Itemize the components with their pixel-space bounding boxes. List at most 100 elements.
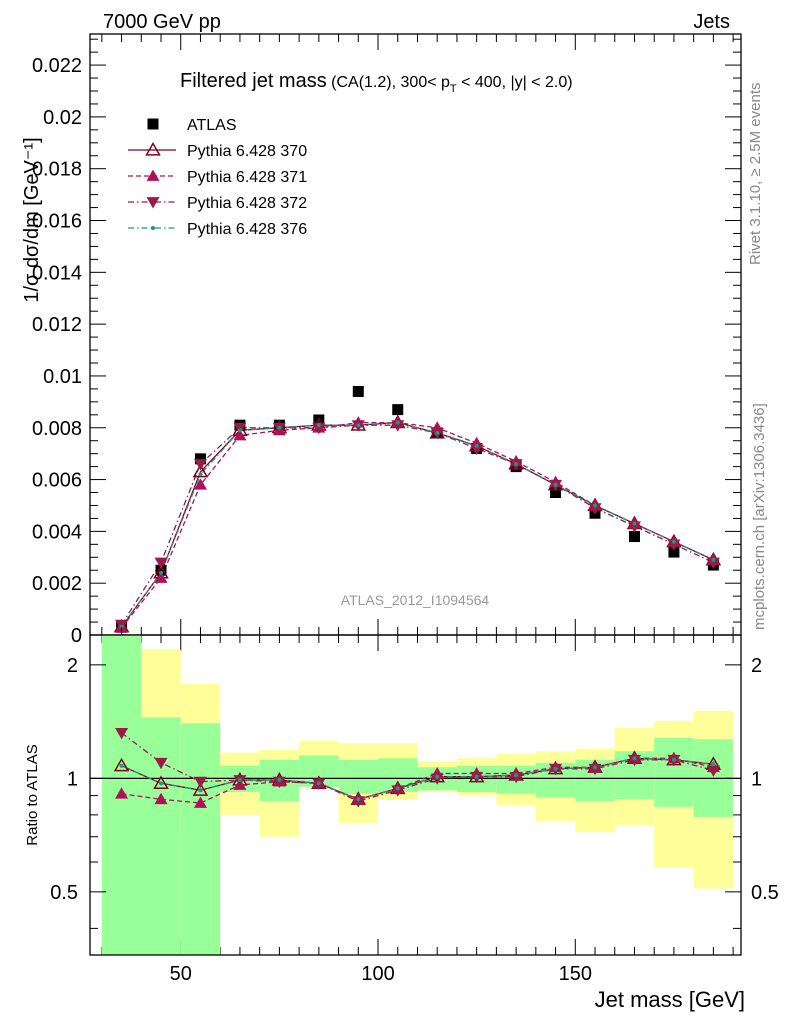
legend: ATLAS Pythia 6.428 370 Pythia 6.428 371 Pyt… — [128, 117, 307, 238]
main-series-line — [121, 421, 714, 628]
ratio-series-point — [237, 777, 242, 782]
main-series-point — [628, 531, 640, 543]
main-series-point — [706, 557, 720, 569]
y-tick-label: 0.012 — [32, 314, 82, 336]
rivet-label: Rivet 3.1.10, ≥ 2.5M events — [747, 83, 764, 266]
y-tick-label: 0.01 — [43, 366, 82, 388]
y-tick-label: 0.02 — [43, 107, 82, 129]
x-tick-label: 100 — [361, 963, 394, 985]
main-series-point — [435, 430, 440, 435]
main-series-line — [121, 424, 714, 625]
ratio-series-point — [154, 757, 168, 770]
y-tick-label: 0.002 — [32, 573, 82, 595]
main-series-point — [514, 462, 519, 467]
ratio-series-point — [706, 765, 720, 777]
ratio-series-markers — [113, 728, 722, 808]
chart-title-main: Filtered jet mass — [180, 70, 327, 92]
main-series-point — [391, 420, 405, 432]
ratio-series-point — [193, 776, 207, 789]
main-series-point — [159, 570, 164, 575]
ratio-y-tick-label: 0.5 — [50, 882, 78, 904]
y-tick-label: 0.022 — [32, 55, 82, 77]
main-series-point — [593, 503, 598, 508]
legend-label: Pythia 6.428 376 — [187, 221, 307, 238]
ratio-series-point — [316, 781, 321, 786]
ratio-uncertainty-bands — [90, 635, 741, 955]
ratio-series-point — [351, 796, 365, 808]
ratio-series-point — [711, 762, 716, 767]
ratio-series-point — [153, 775, 169, 789]
legend-marker — [146, 197, 160, 209]
main-series-point — [193, 459, 207, 471]
ratio-series-point — [435, 774, 440, 779]
legend-label: Pythia 6.428 371 — [187, 169, 307, 186]
ratio-series-point — [391, 785, 405, 797]
ratio-series-point — [553, 766, 558, 771]
ratio-series-point — [113, 757, 130, 772]
main-y-axis-label: 1/σ dσ/dm [GeV⁻¹] — [21, 137, 43, 302]
main-series-markers — [113, 385, 722, 633]
main-series-point — [155, 564, 167, 576]
legend-marker — [151, 226, 155, 230]
main-series-point — [316, 423, 321, 428]
y-tick-label: 0.016 — [32, 211, 82, 233]
x-axis-label: Jet mass [GeV] — [595, 987, 745, 1012]
main-series-lines — [121, 421, 714, 629]
ratio-y-tick-label-right: 0.5 — [751, 882, 779, 904]
ratio-y-tick-label-right: 2 — [751, 655, 762, 677]
y-tick-label: 0.006 — [32, 470, 82, 492]
ratio-series-point — [627, 754, 641, 767]
ratio-series-point — [192, 782, 209, 796]
ratio-series-point — [474, 774, 479, 779]
ratio-series-point — [588, 763, 602, 776]
ratio-y-axis-label: Ratio to ATLAS — [24, 744, 41, 845]
ratio-panel: 50 100 150 0.5 0.5 1 1 2 2 Ratio to ATLAS Jet ma… — [24, 634, 779, 1012]
green-band-bin — [654, 737, 694, 807]
ratio-y-tick-label-right: 1 — [751, 768, 762, 790]
ratio-series-point — [115, 787, 129, 799]
ratio-series-point — [514, 773, 519, 778]
main-series-point — [356, 423, 361, 428]
main-series-point — [550, 487, 562, 499]
ratio-series-point — [119, 763, 124, 768]
ratio-series-line — [121, 732, 714, 802]
legend-label: Pythia 6.428 370 — [187, 143, 307, 160]
ratio-series-point — [159, 781, 164, 786]
main-series-point — [277, 425, 282, 430]
main-series-point — [553, 482, 558, 487]
ratio-series-point — [277, 777, 282, 782]
ratio-y-tick-label: 2 — [67, 655, 78, 677]
ratio-series-point — [671, 757, 676, 762]
main-series-point — [667, 539, 681, 551]
ratio-series-point — [272, 776, 286, 789]
chart-title-sub: (CA(1.2), 300< pT < 400, |y| < 2.0) — [331, 74, 572, 95]
legend-label: ATLAS — [187, 117, 237, 134]
ratio-series-point — [593, 765, 598, 770]
main-series-point — [237, 428, 242, 433]
x-tick-label: 50 — [170, 963, 192, 985]
ratio-series-point — [632, 756, 637, 761]
main-series-point — [671, 539, 676, 544]
y-tick-label: 0.008 — [32, 418, 82, 440]
main-series-point — [193, 478, 207, 490]
chart-title: Filtered jet mass (CA(1.2), 300< pT < 40… — [180, 70, 573, 95]
header-left: 7000 GeV pp — [103, 11, 221, 33]
y-tick-label: 0 — [71, 625, 82, 647]
ratio-series-point — [198, 788, 203, 793]
y-tick-label: 0.018 — [32, 159, 82, 181]
ratio-axes: 50 100 150 0.5 0.5 1 1 2 2 — [50, 634, 779, 985]
x-tick-label: 150 — [559, 963, 592, 985]
ratio-series-line — [121, 757, 714, 800]
green-band-bin — [141, 717, 181, 955]
main-series-point — [194, 453, 206, 465]
ratio-frame — [89, 634, 742, 956]
green-band-bin — [338, 759, 379, 794]
main-series-point — [474, 443, 479, 448]
main-series-point — [392, 404, 404, 416]
main-series-point — [154, 557, 168, 569]
chart-watermark: ATLAS_2012_I1094564 — [341, 592, 490, 608]
main-series-point — [119, 624, 124, 629]
legend-marker — [146, 169, 160, 181]
main-series-point — [192, 463, 209, 478]
